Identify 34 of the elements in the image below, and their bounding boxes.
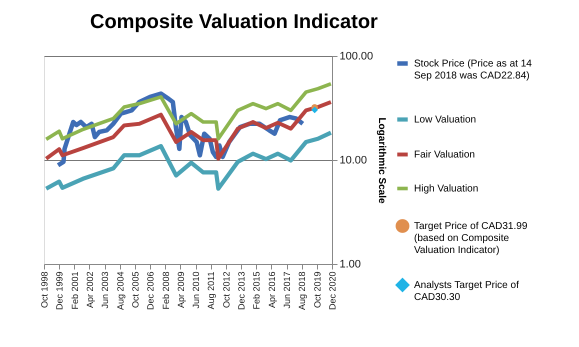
x-tick-label: Dec 2006 bbox=[146, 272, 156, 310]
x-tick-label: Jun 2017 bbox=[282, 272, 292, 309]
legend-label: Analysts Target Price of CAD30.30 bbox=[414, 280, 520, 303]
x-tick-label: Dec 2020 bbox=[328, 272, 338, 310]
x-tick-label: Jun 2003 bbox=[100, 272, 110, 309]
x-tick-label: Oct 2005 bbox=[130, 272, 140, 308]
x-tick-label: Oct 2019 bbox=[312, 272, 322, 308]
line-series bbox=[44, 82, 333, 142]
x-tick-label: Apr 2009 bbox=[176, 272, 186, 308]
x-tick-label: Feb 2015 bbox=[252, 272, 262, 310]
x-tick-label: Feb 2008 bbox=[160, 272, 171, 310]
x-tick-label: Oct 1998 bbox=[40, 272, 50, 308]
x-tick-label: Oct 2012 bbox=[221, 272, 232, 308]
x-tick-label: Aug 2004 bbox=[115, 272, 126, 310]
chart-title: Composite Valuation Indicator bbox=[90, 11, 378, 33]
x-tick-label: Apr 2016 bbox=[266, 272, 277, 308]
y-tick-label: 100.00 bbox=[340, 50, 374, 62]
y-tick-label: 1.00 bbox=[340, 258, 361, 270]
line-series bbox=[44, 130, 334, 191]
x-tick-label: Feb 2001 bbox=[70, 272, 80, 310]
x-tick-label: Jun 2010 bbox=[191, 272, 202, 309]
legend-label: Low Valuation bbox=[414, 114, 476, 126]
legend-label: Fair Valuation bbox=[414, 150, 475, 160]
x-tick-label: Dec 1999 bbox=[54, 272, 65, 310]
legend-label: Target Price of CAD31.99 (based on Composite Valuation Indicator) bbox=[414, 221, 528, 256]
legend-label: Stock Price (Price as at 14 Sep 2018 was CAD22.84) bbox=[414, 58, 532, 82]
line-series bbox=[44, 100, 333, 161]
x-tick-label: Aug 2018 bbox=[297, 272, 308, 310]
x-tick-label: Apr 2002 bbox=[84, 272, 95, 308]
y-axis-title: Logarithmic Scale bbox=[376, 117, 388, 204]
legend-label: High Valuation bbox=[414, 184, 478, 194]
x-tick-label: Aug 2011 bbox=[206, 272, 216, 310]
y-tick-label: 10.00 bbox=[340, 154, 368, 166]
x-tick-label: Dec 2013 bbox=[236, 272, 247, 310]
